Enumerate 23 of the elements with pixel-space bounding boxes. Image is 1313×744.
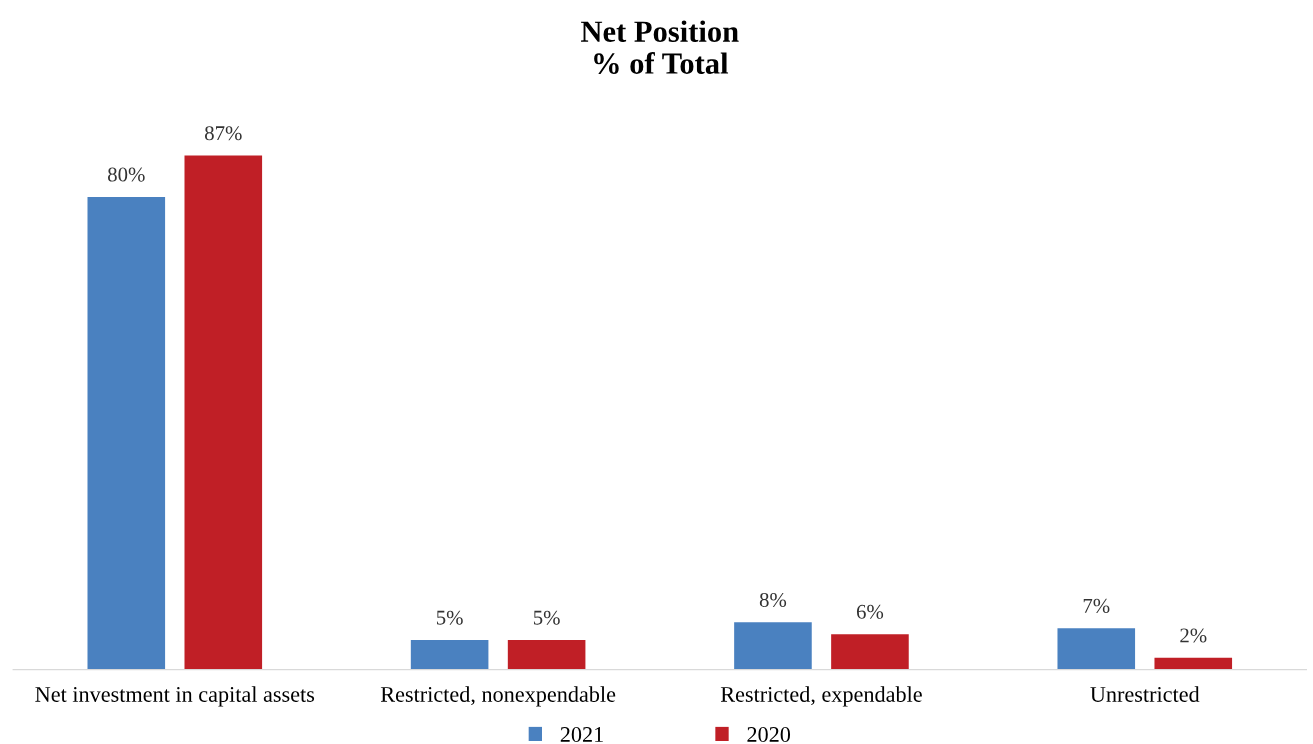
data-label: 5% bbox=[533, 610, 560, 625]
chart-title: Net Position % of Total bbox=[581, 20, 739, 75]
data-label: 5% bbox=[436, 610, 463, 625]
bar bbox=[507, 640, 586, 670]
bar bbox=[734, 622, 812, 670]
data-label: 2% bbox=[1180, 628, 1207, 643]
x-tick-label: Net investment in capital assets bbox=[35, 686, 315, 707]
legend-label: 2020 bbox=[747, 727, 791, 742]
data-label: 87% bbox=[204, 126, 242, 141]
data-label: 8% bbox=[759, 592, 787, 608]
x-tick-label: Unrestricted bbox=[1090, 686, 1200, 702]
bar bbox=[410, 640, 489, 670]
x-tick-label: Restricted, nonexpendable bbox=[380, 686, 616, 707]
bar bbox=[1154, 657, 1233, 670]
x-tick-label: Restricted, expendable bbox=[720, 686, 922, 707]
bar bbox=[831, 634, 909, 670]
bar bbox=[1057, 628, 1136, 670]
data-label: 7% bbox=[1083, 598, 1110, 613]
legend-label: 2021 bbox=[560, 727, 603, 742]
bar bbox=[184, 155, 263, 670]
bar bbox=[87, 196, 166, 670]
data-label: 80% bbox=[108, 167, 145, 182]
data-label: 6% bbox=[856, 604, 884, 619]
